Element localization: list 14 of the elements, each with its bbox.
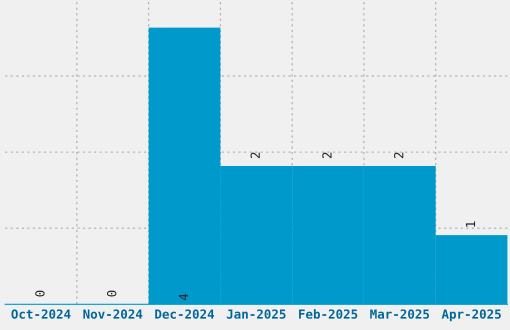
data-label: 1 bbox=[466, 222, 476, 227]
x-tick-label: Apr-2025 bbox=[442, 309, 501, 322]
data-label: 0 bbox=[35, 290, 45, 297]
data-label: 2 bbox=[394, 152, 404, 158]
x-tick-label: Feb-2025 bbox=[299, 309, 358, 319]
x-tick-label: Dec-2024 bbox=[155, 309, 214, 319]
x-tick-label: Oct-2024 bbox=[11, 309, 71, 319]
data-label: 2 bbox=[250, 152, 260, 158]
data-label: 2 bbox=[322, 152, 332, 158]
data-label: 0 bbox=[106, 290, 116, 297]
x-tick-label: Mar-2025 bbox=[370, 309, 430, 319]
data-label: 4 bbox=[178, 294, 188, 300]
x-tick-label: Jan-2025 bbox=[226, 309, 286, 319]
x-tick-label: Nov-2024 bbox=[83, 309, 142, 319]
